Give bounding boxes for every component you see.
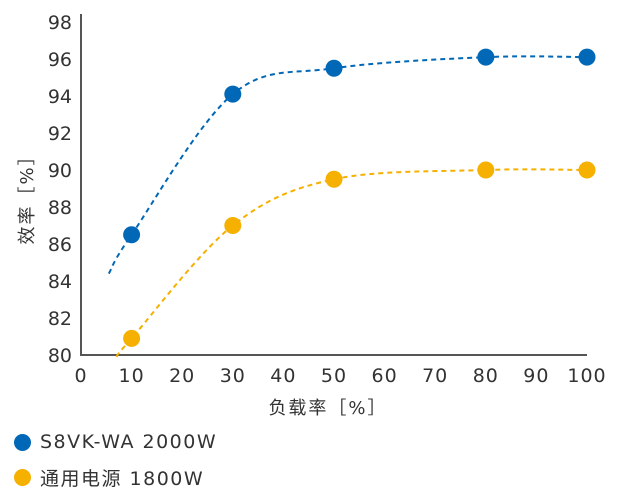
x-tick-label: 30 [220, 365, 246, 387]
data-point-0 [477, 48, 495, 66]
x-tick-label: 90 [523, 365, 549, 387]
legend-marker-s8vk [14, 433, 31, 451]
x-tick-label: 50 [321, 365, 347, 387]
data-point-0 [123, 226, 141, 244]
data-point-1 [224, 217, 242, 234]
x-tick-label: 70 [422, 365, 448, 387]
y-tick-label: 94 [48, 86, 72, 108]
series-points [123, 48, 596, 347]
y-tick-label: 84 [48, 271, 72, 293]
x-tick-label: 60 [372, 365, 398, 387]
y-tick-label: 80 [48, 345, 72, 367]
y-tick-label: 90 [48, 160, 72, 182]
data-point-1 [578, 161, 596, 179]
y-tick-label: 88 [48, 197, 72, 219]
legend-label-generic: 通用电源 1800W [40, 468, 205, 490]
legend-item-generic: 通用电源 1800W [14, 464, 204, 491]
y-axis-label: 效率［%］ [17, 145, 38, 244]
legend-marker-generic [14, 469, 31, 486]
y-tick-label: 82 [48, 308, 72, 330]
data-point-0 [224, 85, 242, 103]
axes: 80 82 84 86 88 90 92 94 96 98 0 10 20 30 40 50 60 70 80 90 1… [48, 12, 606, 387]
data-point-0 [325, 59, 343, 77]
data-point-1 [477, 161, 495, 179]
x-axis-label: 负载率［%］ [268, 398, 387, 419]
x-tick-label: 80 [473, 365, 499, 387]
y-tick-label: 86 [48, 234, 72, 256]
y-tick-label: 98 [48, 12, 72, 34]
series-lines [107, 55, 588, 358]
x-tick-label: 0 [74, 365, 87, 387]
x-tick-label: 10 [119, 365, 145, 387]
y-tick-label: 92 [48, 123, 72, 145]
data-point-1 [123, 329, 141, 347]
y-tick-label: 96 [48, 49, 72, 71]
x-tick-label: 40 [270, 365, 296, 387]
data-point-0 [578, 48, 596, 66]
legend-label-s8vk: S8VK-WA 2000W [40, 431, 218, 453]
x-tick-label: 100 [567, 365, 606, 387]
series-line-0 [107, 55, 588, 275]
x-tick-label: 20 [169, 365, 195, 387]
data-point-1 [325, 170, 343, 188]
legend-item-s8vk: S8VK-WA 2000W [14, 431, 217, 453]
series-line-1 [115, 168, 588, 358]
